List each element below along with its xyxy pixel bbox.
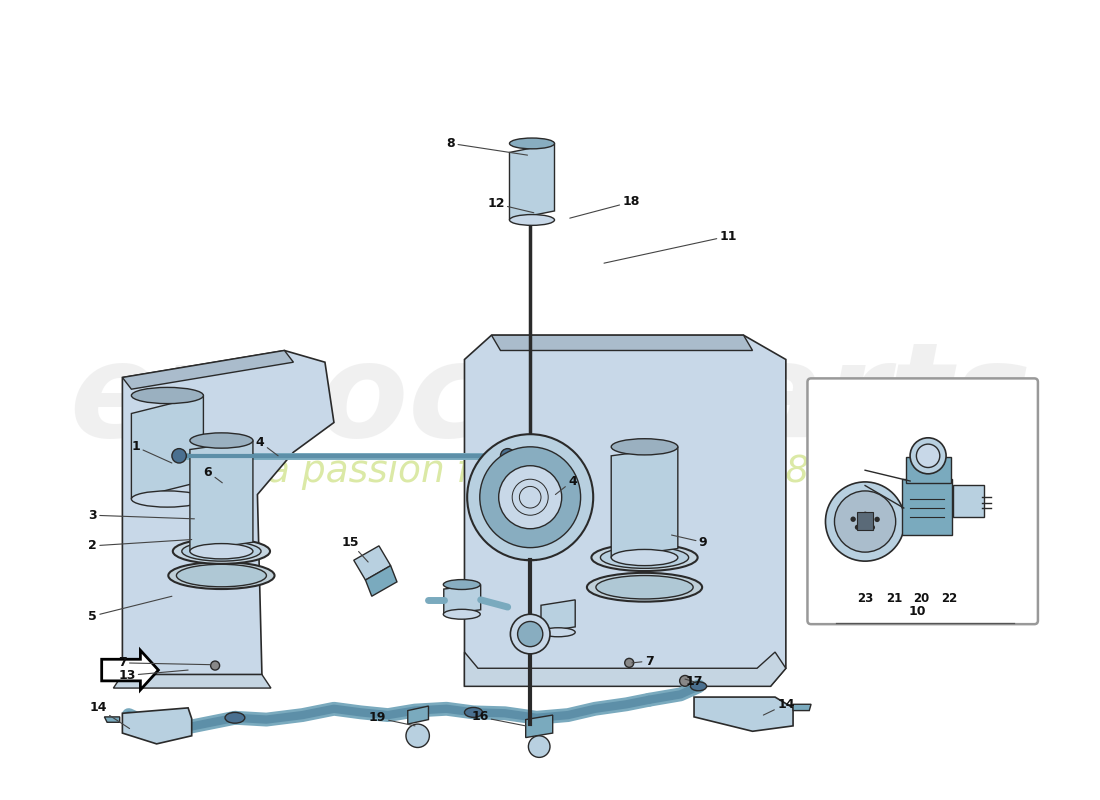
Polygon shape [541, 600, 575, 632]
Text: 9: 9 [671, 535, 707, 549]
Text: 6: 6 [204, 466, 222, 483]
Polygon shape [122, 350, 294, 389]
FancyBboxPatch shape [954, 485, 983, 517]
Text: 17: 17 [685, 675, 703, 688]
Circle shape [498, 466, 562, 529]
Circle shape [870, 525, 874, 530]
Ellipse shape [612, 550, 678, 566]
Ellipse shape [182, 542, 261, 561]
Ellipse shape [541, 628, 575, 637]
Text: 11: 11 [604, 230, 737, 263]
Circle shape [680, 675, 691, 686]
Circle shape [855, 525, 860, 530]
Text: 3: 3 [88, 509, 195, 522]
Circle shape [874, 517, 880, 522]
Circle shape [528, 736, 550, 758]
Ellipse shape [168, 562, 275, 589]
Polygon shape [509, 143, 554, 220]
Circle shape [825, 482, 904, 561]
Text: 23: 23 [857, 591, 873, 605]
Ellipse shape [443, 610, 481, 619]
Text: 7: 7 [118, 656, 210, 670]
Text: 7: 7 [631, 654, 653, 667]
Text: 21: 21 [886, 591, 902, 605]
Circle shape [406, 724, 429, 747]
Circle shape [510, 614, 550, 654]
Ellipse shape [190, 433, 253, 448]
Text: 4: 4 [256, 436, 278, 456]
Text: 13: 13 [118, 669, 188, 682]
Ellipse shape [509, 214, 554, 226]
Polygon shape [464, 335, 785, 686]
Circle shape [480, 447, 581, 548]
Circle shape [916, 444, 939, 467]
Ellipse shape [226, 712, 245, 723]
Text: 16: 16 [471, 710, 526, 726]
Circle shape [210, 661, 220, 670]
Ellipse shape [612, 438, 678, 455]
Polygon shape [122, 708, 191, 744]
Ellipse shape [587, 573, 702, 602]
Ellipse shape [592, 544, 697, 571]
Ellipse shape [509, 138, 554, 149]
Polygon shape [694, 697, 793, 731]
Text: 10: 10 [909, 605, 926, 618]
Text: 12: 12 [487, 198, 534, 213]
Circle shape [500, 449, 515, 463]
Polygon shape [464, 652, 785, 686]
Polygon shape [612, 447, 678, 558]
Text: 5: 5 [88, 596, 172, 622]
Circle shape [172, 449, 186, 463]
FancyBboxPatch shape [906, 457, 950, 483]
Ellipse shape [190, 543, 253, 559]
Text: 20: 20 [913, 591, 930, 605]
Circle shape [835, 491, 895, 552]
Ellipse shape [173, 538, 270, 564]
Text: 22: 22 [942, 591, 958, 605]
Polygon shape [131, 395, 204, 499]
FancyBboxPatch shape [807, 378, 1038, 624]
Circle shape [468, 434, 593, 560]
Text: 18: 18 [570, 195, 640, 218]
Polygon shape [526, 715, 552, 738]
Ellipse shape [691, 682, 706, 690]
Text: a passion for parts since 1985: a passion for parts since 1985 [267, 454, 833, 490]
Polygon shape [190, 441, 253, 551]
Text: 8: 8 [447, 137, 528, 155]
Text: 15: 15 [341, 536, 368, 562]
Text: 14: 14 [763, 698, 794, 715]
Text: 19: 19 [368, 711, 415, 726]
FancyBboxPatch shape [857, 512, 873, 530]
Ellipse shape [443, 579, 481, 590]
Ellipse shape [596, 575, 693, 599]
Text: 4: 4 [556, 474, 576, 494]
Text: 1: 1 [132, 440, 172, 463]
Polygon shape [492, 335, 752, 350]
Ellipse shape [131, 491, 204, 507]
Circle shape [910, 438, 946, 474]
Polygon shape [443, 585, 481, 614]
Ellipse shape [601, 546, 689, 568]
Ellipse shape [131, 387, 204, 404]
Polygon shape [354, 546, 390, 580]
FancyBboxPatch shape [902, 479, 953, 535]
Polygon shape [365, 566, 397, 596]
Polygon shape [101, 650, 158, 690]
Polygon shape [122, 350, 334, 674]
Polygon shape [113, 674, 271, 688]
Text: 2: 2 [88, 539, 191, 552]
Text: 14: 14 [89, 702, 130, 729]
Ellipse shape [464, 707, 483, 718]
Text: eurocarparts: eurocarparts [69, 337, 1031, 463]
Circle shape [518, 622, 542, 646]
Polygon shape [104, 717, 120, 722]
Circle shape [850, 517, 856, 522]
Polygon shape [408, 706, 429, 724]
Polygon shape [793, 704, 811, 710]
Circle shape [862, 512, 868, 517]
Ellipse shape [176, 564, 266, 586]
Circle shape [625, 658, 634, 667]
